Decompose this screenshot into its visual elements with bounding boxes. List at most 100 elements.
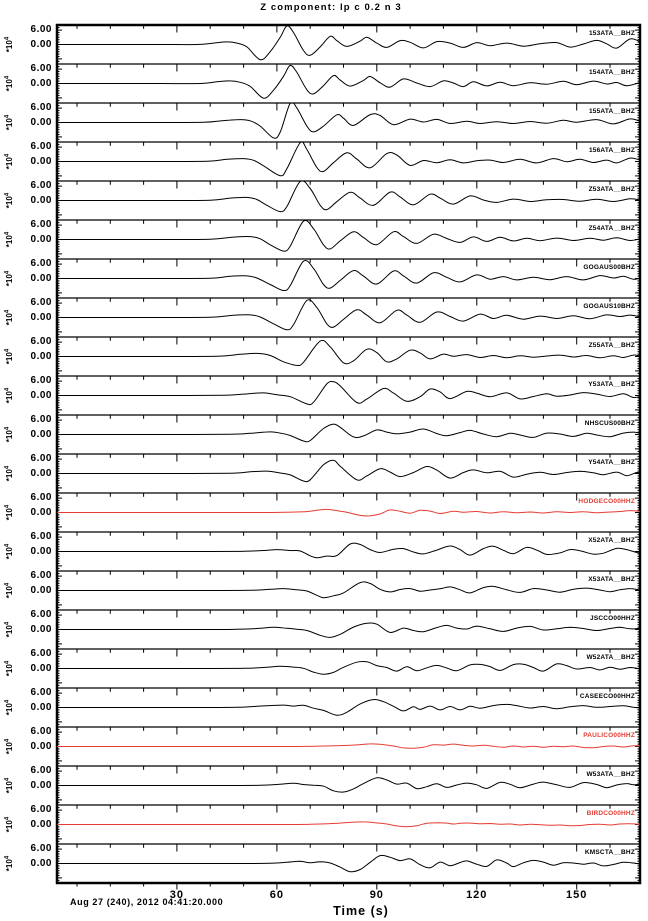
y-tick-label: 0.00 (30, 116, 52, 128)
amplitude-scale-label: *104 (4, 114, 15, 131)
trace-waveform (57, 181, 640, 213)
amplitude-scale-label: *104 (4, 270, 15, 287)
y-tick-label: 0.00 (30, 233, 52, 245)
amplitude-scale-label: *104 (4, 855, 15, 872)
y-tick-label: 0.00 (30, 38, 52, 50)
station-label: 156ATA__BHZ (588, 146, 635, 154)
amplitude-scale-label: *104 (4, 777, 15, 794)
station-label: X53ATA__BHZ (588, 575, 635, 583)
y-tick-label: 0.00 (30, 662, 52, 674)
station-label: W52ATA__BHZ (586, 653, 635, 661)
start-datetime: Aug 27 (240), 2012 04:41:20.000 (70, 897, 224, 907)
trace-waveform (57, 142, 640, 177)
trace-waveform (57, 380, 640, 406)
amplitude-scale-label: *104 (4, 387, 15, 404)
y-tick-label: 0.00 (30, 77, 52, 89)
trace-waveform (57, 339, 640, 367)
amplitude-scale-label: *104 (4, 309, 15, 326)
station-label: KMSCTA__BHZ (584, 848, 635, 856)
y-tick-label: 6.00 (30, 726, 52, 738)
amplitude-scale-label: *104 (4, 543, 15, 560)
y-tick-label: 6.00 (30, 141, 52, 153)
trace-waveform (57, 25, 640, 61)
trace-waveform (57, 622, 640, 638)
y-tick-label: 0.00 (30, 311, 52, 323)
plot-area (55, 23, 642, 890)
y-tick-label: 6.00 (30, 63, 52, 75)
station-label: CASEECO00HHZ (579, 692, 635, 700)
amplitude-scale-label: *104 (4, 75, 15, 92)
station-label: X52ATA__BHZ (588, 536, 635, 544)
y-tick-label: 6.00 (30, 609, 52, 621)
y-tick-label: 0.00 (30, 584, 52, 596)
trace-waveform (57, 423, 640, 443)
x-tick-label: 120 (466, 889, 488, 901)
amplitude-scale-label: *104 (4, 816, 15, 833)
amplitude-scale-label: *104 (4, 426, 15, 443)
y-tick-label: 6.00 (30, 297, 52, 309)
trace-waveform (57, 220, 640, 252)
y-tick-label: 6.00 (30, 258, 52, 270)
trace-waveform (57, 743, 640, 749)
x-tick-label: 30 (169, 889, 185, 901)
station-label: GOGAUS10BHZ (583, 302, 635, 310)
trace-waveform (57, 777, 640, 793)
y-tick-label: 0.00 (30, 818, 52, 830)
x-axis-title: Time (s) (333, 904, 389, 918)
y-tick-label: 0.00 (30, 779, 52, 791)
waveform-canvas (55, 23, 642, 890)
y-tick-label: 0.00 (30, 389, 52, 401)
trace-waveform (57, 542, 640, 559)
y-tick-label: 0.00 (30, 623, 52, 635)
amplitude-scale-label: *104 (4, 465, 15, 482)
station-label: W53ATA__BHZ (586, 770, 635, 778)
trace-waveform (57, 64, 640, 99)
station-label: Z53ATA__BHZ (588, 185, 635, 193)
y-tick-label: 6.00 (30, 180, 52, 192)
figure-title: Z component: lp c 0.2 n 3 (260, 2, 402, 13)
amplitude-scale-label: *104 (4, 504, 15, 521)
y-tick-label: 6.00 (30, 24, 52, 36)
station-label: PAULICO00HHZ (583, 731, 635, 739)
y-tick-label: 0.00 (30, 506, 52, 518)
y-tick-label: 6.00 (30, 414, 52, 426)
amplitude-scale-label: *104 (4, 738, 15, 755)
y-tick-label: 6.00 (30, 843, 52, 855)
station-label: 155ATA__BHZ (588, 107, 635, 115)
y-tick-label: 0.00 (30, 857, 52, 869)
y-tick-label: 6.00 (30, 531, 52, 543)
y-tick-label: 0.00 (30, 350, 52, 362)
y-tick-label: 0.00 (30, 428, 52, 440)
x-tick-label: 150 (566, 889, 588, 901)
station-label: Z55ATA__BHZ (588, 341, 635, 349)
y-tick-label: 6.00 (30, 102, 52, 114)
trace-waveform (57, 854, 640, 873)
station-label: HODGECO00HHZ (578, 497, 635, 505)
station-label: Y53ATA__BHZ (588, 380, 635, 388)
trace-waveform (57, 699, 640, 716)
trace-waveform (57, 581, 640, 599)
y-tick-label: 0.00 (30, 272, 52, 284)
y-tick-label: 6.00 (30, 648, 52, 660)
amplitude-scale-label: *104 (4, 699, 15, 716)
station-label: BIRDCO00HHZ (586, 809, 635, 817)
y-tick-label: 0.00 (30, 740, 52, 752)
amplitude-scale-label: *104 (4, 231, 15, 248)
amplitude-scale-label: *104 (4, 192, 15, 209)
station-label: Y54ATA__BHZ (588, 458, 635, 466)
amplitude-scale-label: *104 (4, 348, 15, 365)
trace-waveform (57, 459, 640, 483)
amplitude-scale-label: *104 (4, 660, 15, 677)
trace-waveform (57, 821, 640, 828)
station-label: 153ATA__BHZ (588, 29, 635, 37)
station-label: NHSCUS00BHZ (584, 419, 635, 427)
amplitude-scale-label: *104 (4, 36, 15, 53)
y-tick-label: 6.00 (30, 336, 52, 348)
y-tick-label: 6.00 (30, 570, 52, 582)
station-label: 154ATA__BHZ (588, 68, 635, 76)
amplitude-scale-label: *104 (4, 582, 15, 599)
y-tick-label: 0.00 (30, 155, 52, 167)
amplitude-scale-label: *104 (4, 621, 15, 638)
trace-waveform (57, 660, 640, 675)
